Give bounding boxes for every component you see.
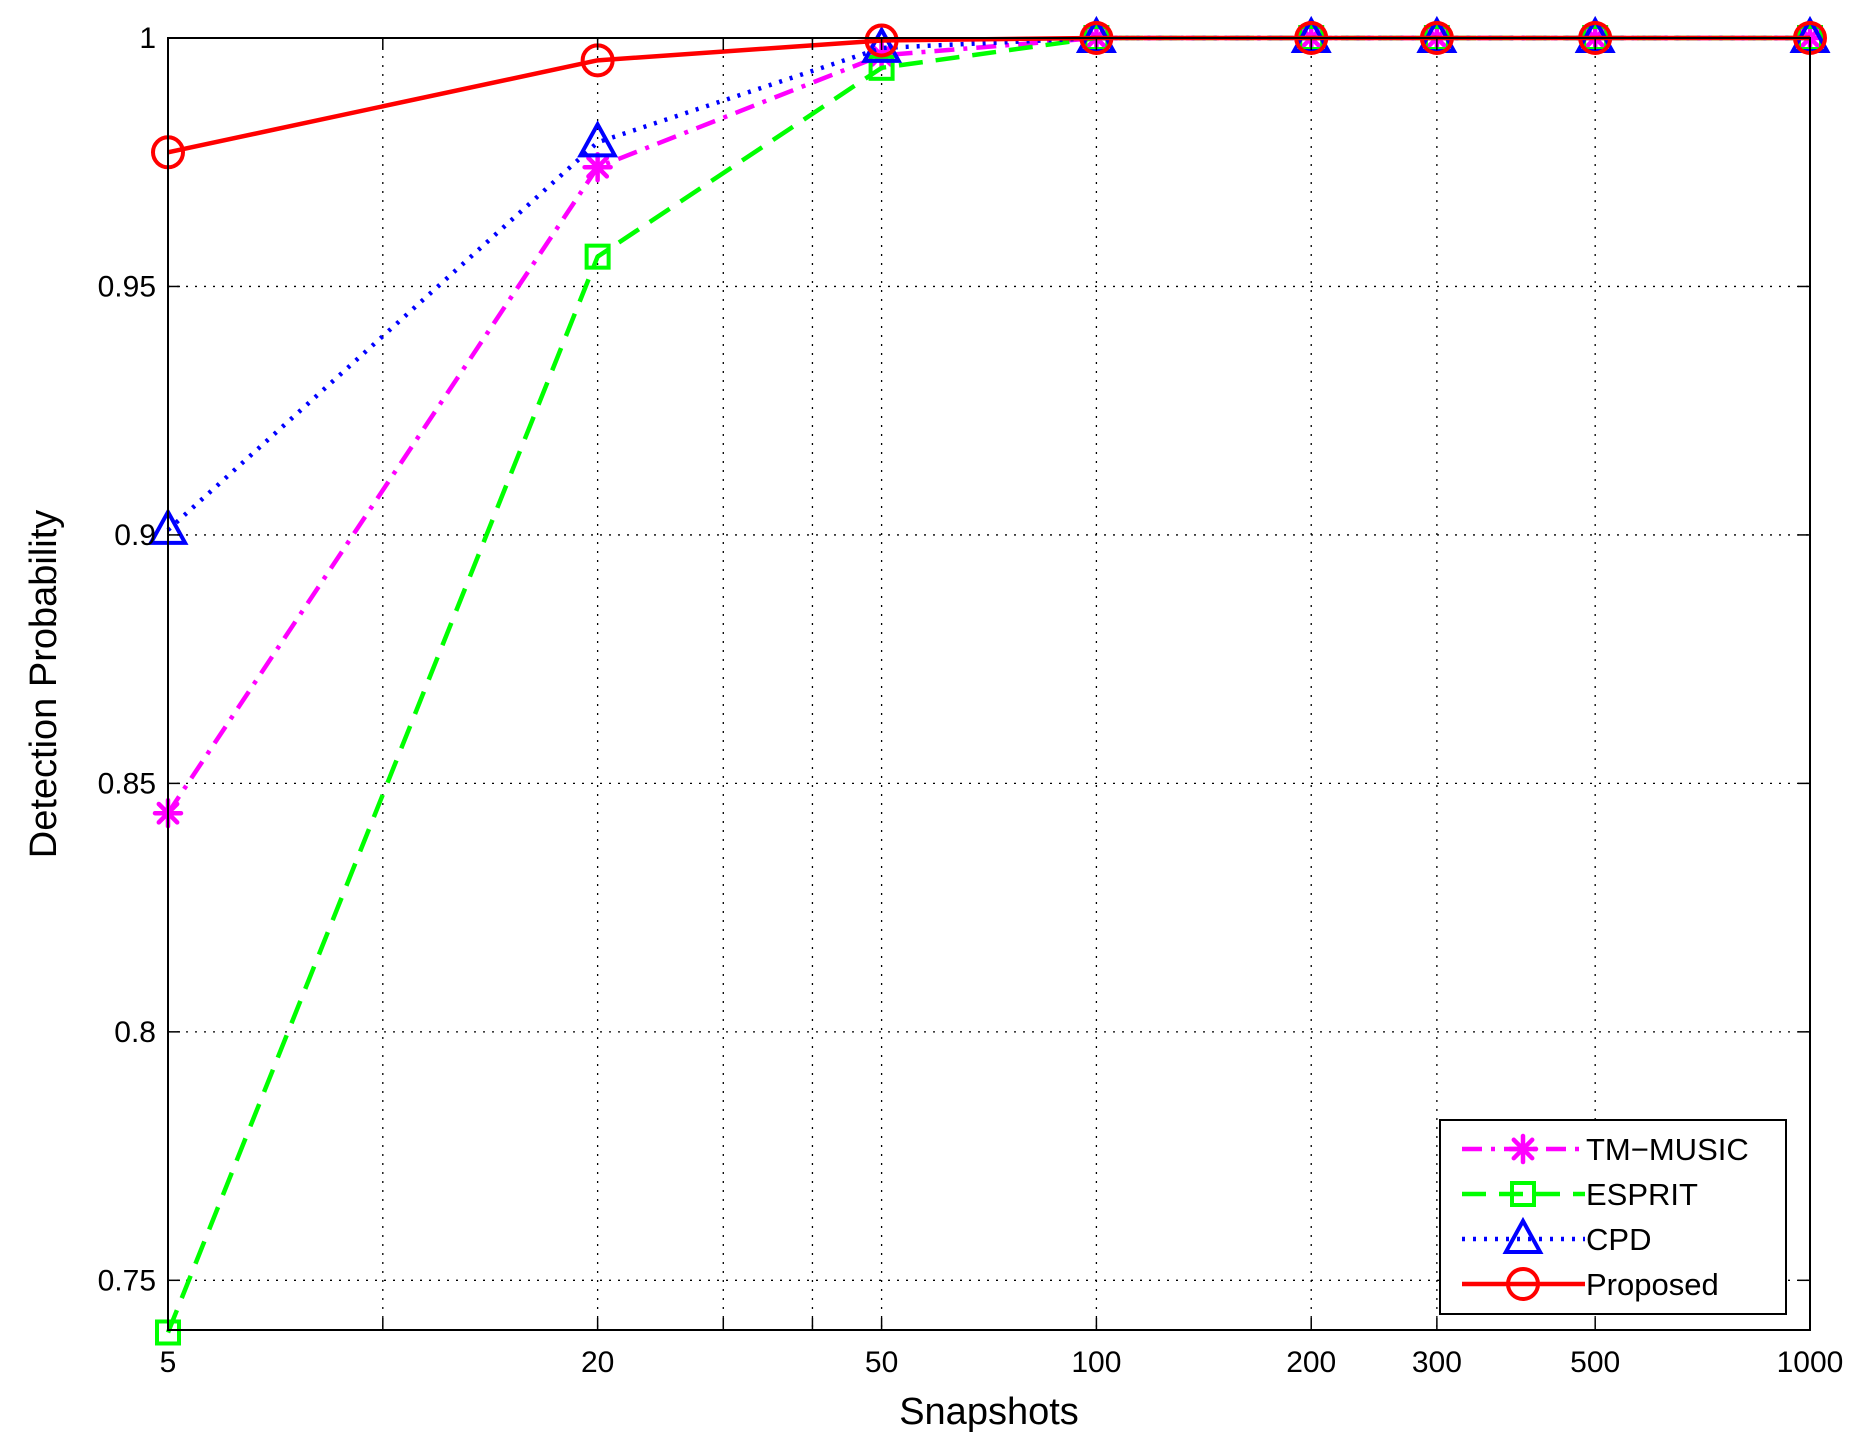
- legend-marker-cpd: [1502, 1216, 1544, 1254]
- x-tick-label: 500: [1570, 1346, 1620, 1379]
- series-line-tm-music: [166, 35, 1810, 815]
- legend-marker-tm-music: [1507, 1133, 1539, 1165]
- data-point-cpd: [1574, 15, 1616, 53]
- x-tick-label: 200: [1286, 1346, 1336, 1379]
- y-tick-label: 1: [139, 22, 156, 55]
- data-point-cpd: [1290, 15, 1332, 53]
- legend: TM−MUSIC ESPRIT CPD Proposed: [1439, 1119, 1787, 1315]
- x-tick-label: 300: [1412, 1346, 1462, 1379]
- x-tick-label: 50: [865, 1346, 898, 1379]
- data-point-cpd: [1075, 15, 1117, 53]
- asterisk-stroke: [586, 155, 610, 179]
- y-tick-label: 0.9: [114, 519, 156, 552]
- data-point-cpd: [861, 25, 903, 63]
- legend-label-cpd: CPD: [1586, 1222, 1651, 1257]
- x-tick-label: 1000: [1777, 1346, 1844, 1379]
- x-tick-label: 5: [160, 1346, 177, 1379]
- y-axis-label: Detection Probability: [23, 510, 65, 859]
- data-point-cpd: [577, 120, 619, 158]
- legend-box: [1439, 1119, 1787, 1315]
- x-axis-label: Snapshots: [899, 1391, 1079, 1433]
- x-tick-label: 20: [581, 1346, 614, 1379]
- legend-label-esprit: ESPRIT: [1586, 1177, 1698, 1212]
- legend-marker-esprit: [1510, 1181, 1536, 1207]
- y-tick-label: 0.75: [98, 1264, 156, 1297]
- plot-area-frame: [167, 37, 1811, 1331]
- y-tick-label: 0.95: [98, 270, 156, 303]
- legend-label-proposed: Proposed: [1586, 1267, 1719, 1302]
- y-tick-label: 0.8: [114, 1016, 156, 1049]
- x-tick-label: 100: [1071, 1346, 1121, 1379]
- asterisk-stroke: [1511, 1137, 1535, 1161]
- data-point-proposed: [864, 23, 899, 58]
- legend-label-tm-music: TM−MUSIC: [1586, 1132, 1749, 1167]
- data-point-cpd: [1416, 15, 1458, 53]
- data-point-tm-music: [582, 151, 613, 183]
- series-line-cpd: [166, 35, 1810, 532]
- y-tick-label: 0.85: [98, 767, 156, 800]
- legend-marker-proposed: [1506, 1267, 1540, 1301]
- axis-ticks: 5 20 50 100 200 300 500 1000 0.75 0.8 0.85 0.9 0.95 1: [98, 22, 1844, 1379]
- data-point-esprit: [584, 243, 611, 270]
